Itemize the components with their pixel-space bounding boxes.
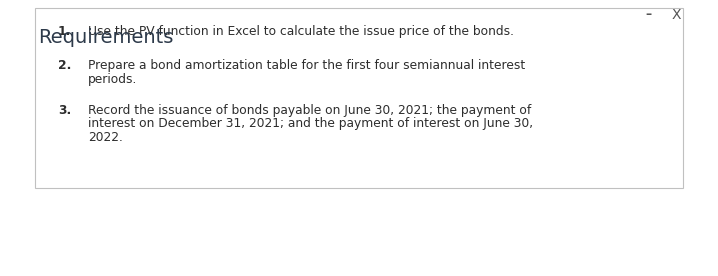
Text: Prepare a bond amortization table for the first four semiannual interest: Prepare a bond amortization table for th… (88, 59, 526, 72)
Text: 3.: 3. (58, 104, 71, 117)
Text: X: X (671, 8, 681, 22)
Text: 1.: 1. (58, 25, 71, 38)
Text: 2022.: 2022. (88, 131, 123, 144)
Text: interest on December 31, 2021; and the payment of interest on June 30,: interest on December 31, 2021; and the p… (88, 118, 533, 131)
Text: 2.: 2. (58, 59, 71, 72)
Bar (35, 8, 683, 188)
Text: Use the PV function in Excel to calculate the issue price of the bonds.: Use the PV function in Excel to calculat… (88, 25, 514, 38)
Text: –: – (645, 8, 651, 21)
Text: periods.: periods. (88, 73, 137, 86)
Text: Requirements: Requirements (38, 28, 173, 47)
Text: Record the issuance of bonds payable on June 30, 2021; the payment of: Record the issuance of bonds payable on … (88, 104, 531, 117)
